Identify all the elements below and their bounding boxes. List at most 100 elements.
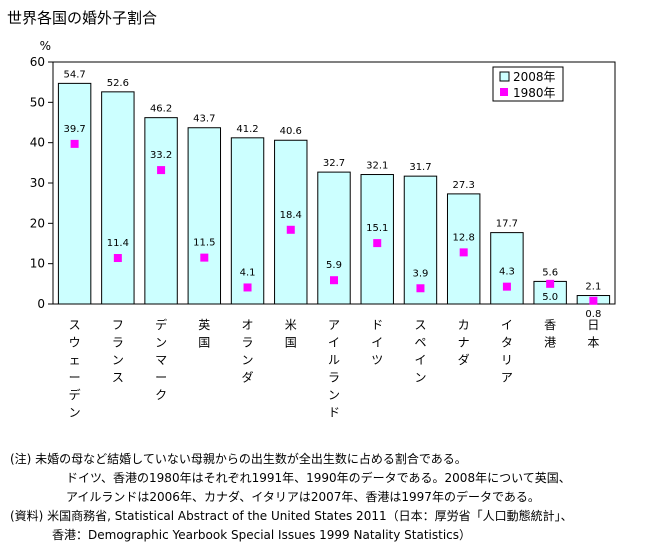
y-tick-label: 20 xyxy=(30,216,45,230)
x-tick-label-char: ス xyxy=(414,318,426,332)
bar-value-label: 40.6 xyxy=(280,126,302,137)
bar-value-label: 43.7 xyxy=(193,114,215,125)
x-tick-label-char: ェ xyxy=(69,353,81,367)
marker-value-label: 5.0 xyxy=(542,292,558,303)
x-tick-label-char: ナ xyxy=(458,336,470,350)
marker-1980 xyxy=(286,225,295,234)
marker-value-label: 39.7 xyxy=(63,124,85,135)
y-tick-label: 40 xyxy=(30,136,45,150)
marker-1980 xyxy=(113,254,122,263)
x-tick-label-char: 国 xyxy=(198,336,210,350)
bar-value-label: 27.3 xyxy=(453,180,475,191)
y-axis-unit: % xyxy=(40,39,51,53)
x-tick-label-char: ダ xyxy=(242,370,254,385)
note-line-2: ドイツ、香港の1980年はそれぞれ1991年、1990年のデータである。2008… xyxy=(66,471,571,485)
x-tick-label-char: ス xyxy=(69,318,81,332)
bar-value-label: 46.2 xyxy=(150,104,172,115)
bar-2008 xyxy=(274,139,308,305)
marker-1980 xyxy=(157,166,166,175)
y-tick-label: 30 xyxy=(30,176,45,190)
legend-swatch-2008 xyxy=(499,71,510,82)
x-tick-label-char: ダ xyxy=(458,352,470,367)
bar-2008 xyxy=(144,117,178,305)
x-tick-label-char: ペ xyxy=(414,336,426,350)
bar-value-label: 32.7 xyxy=(323,158,345,169)
marker-value-label: 15.1 xyxy=(366,223,388,234)
bar-value-label: 52.6 xyxy=(107,78,129,89)
note-line-3: アイルランドは2006年、カナダ、イタリアは2007年、香港は1997年のデータ… xyxy=(66,490,540,504)
x-tick-label-char: イ xyxy=(414,353,426,367)
x-tick-label-char: ア xyxy=(328,318,340,332)
x-tick-label-char: ン xyxy=(242,353,254,367)
x-tick-label-char: イ xyxy=(328,336,340,350)
marker-1980 xyxy=(243,283,252,292)
bar-2008 xyxy=(403,175,438,305)
marker-1980 xyxy=(546,279,555,288)
bar-value-label: 41.2 xyxy=(236,124,258,135)
x-tick-label-char: 国 xyxy=(285,336,297,350)
x-tick-label-char: ク xyxy=(155,388,167,402)
marker-value-label: 33.2 xyxy=(150,150,172,161)
legend-label-1980: 1980年 xyxy=(513,86,556,100)
x-tick-label-char: 香 xyxy=(544,318,556,332)
bar-value-label: 2.1 xyxy=(585,282,601,293)
y-tick-label: 0 xyxy=(37,297,45,311)
x-tick-label-char: ン xyxy=(112,353,124,367)
bar-value-label: 5.6 xyxy=(542,267,558,278)
marker-value-label: 5.9 xyxy=(326,260,342,271)
source-line-2: 香港：Demographic Yearbook Special Issues 1… xyxy=(52,528,472,542)
x-tick-label-char: フ xyxy=(112,318,124,332)
chart-title: 世界各国の婚外子割合 xyxy=(7,9,158,27)
marker-1980 xyxy=(502,282,511,291)
x-tick-label-char: デ xyxy=(69,387,81,402)
marker-1980 xyxy=(373,239,382,248)
bar-2008 xyxy=(230,137,265,305)
x-tick-label-char: ウ xyxy=(69,336,81,350)
x-tick-label-char: 本 xyxy=(587,336,599,350)
x-tick-label-char: オ xyxy=(242,318,254,332)
y-tick-label: 60 xyxy=(30,55,45,69)
marker-value-label: 0.8 xyxy=(585,309,601,320)
x-tick-label-char: ツ xyxy=(371,353,383,367)
source-line-1: (資料) 米国商務省, Statistical Abstract of the … xyxy=(10,509,573,523)
legend-swatch-1980 xyxy=(500,88,508,96)
marker-1980 xyxy=(70,139,79,148)
x-tick-label-char: カ xyxy=(458,318,470,332)
bar-chart: 0102030405060%54.739.7スウェーデン52.611.4フランス… xyxy=(30,39,616,420)
bar-value-label: 31.7 xyxy=(409,162,431,173)
x-tick-label-char: ア xyxy=(501,371,513,385)
marker-value-label: 3.9 xyxy=(413,268,429,279)
marker-1980 xyxy=(589,296,598,305)
legend-label-2008: 2008年 xyxy=(513,70,556,84)
x-tick-label-char: マ xyxy=(155,353,167,367)
x-tick-label-char: 米 xyxy=(285,318,297,332)
x-tick-label-char: リ xyxy=(501,353,513,367)
x-tick-label-char: ン xyxy=(69,406,81,420)
marker-1980 xyxy=(330,276,338,285)
y-tick-label: 50 xyxy=(30,95,45,109)
x-tick-label-char: 日 xyxy=(587,318,599,332)
x-tick-label-char: デ xyxy=(155,317,167,332)
bar-value-label: 32.1 xyxy=(366,161,388,172)
marker-value-label: 11.4 xyxy=(107,238,129,249)
x-tick-label-char: ン xyxy=(414,371,426,385)
y-tick-label: 10 xyxy=(30,257,45,271)
x-tick-label-char: ス xyxy=(112,371,124,385)
bar-2008 xyxy=(57,82,92,305)
marker-value-label: 4.1 xyxy=(240,267,256,278)
x-tick-label-char: ラ xyxy=(112,336,124,350)
bar-2008 xyxy=(317,171,351,305)
marker-value-label: 18.4 xyxy=(280,210,302,221)
marker-value-label: 4.3 xyxy=(499,267,515,278)
x-tick-label-char: ー xyxy=(155,371,167,385)
bar-value-label: 17.7 xyxy=(496,219,518,230)
bar-2008 xyxy=(490,232,524,305)
x-tick-label-char: ラ xyxy=(328,371,340,385)
x-tick-label-char: イ xyxy=(501,318,513,332)
x-tick-label-char: ー xyxy=(69,371,81,385)
x-tick-label-char: イ xyxy=(371,336,383,350)
x-tick-label-char: ン xyxy=(328,388,340,402)
x-tick-label-char: ド xyxy=(371,318,383,332)
x-tick-label-char: ル xyxy=(328,353,340,367)
marker-1980 xyxy=(459,248,468,257)
